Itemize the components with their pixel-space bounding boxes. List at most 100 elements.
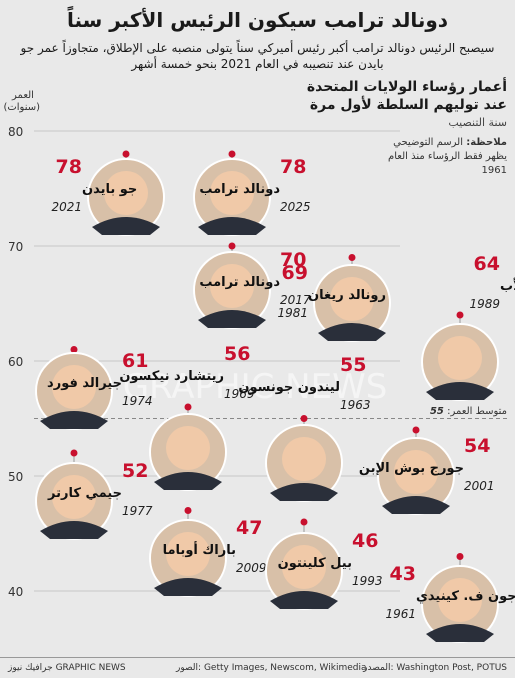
chart-subtitle: سيصبح الرئيس دونالد ترامب أكبر رئيس أمير…: [20, 41, 495, 71]
age-dot-8: [412, 426, 420, 434]
year-label-12: 1961: [385, 607, 416, 621]
age-label-12: 43: [390, 563, 416, 585]
portrait-suit-1: [92, 217, 160, 235]
age-dot-2: [228, 242, 236, 250]
age-label-5: 61: [122, 350, 148, 372]
year-label-10: 2009: [236, 561, 267, 575]
age-dot-10: [184, 507, 192, 514]
year-label-7: 1963: [340, 398, 371, 412]
portrait-face-12: [438, 578, 482, 622]
year-label-8: 2001: [464, 479, 495, 493]
year-label-0: 2025: [280, 200, 311, 214]
age-label-2: 70: [280, 249, 306, 271]
portrait-face-0: [210, 171, 254, 215]
age-dot-12: [456, 553, 464, 560]
portrait-suit-10: [154, 578, 222, 596]
portrait-suit-6: [154, 472, 222, 490]
president-4: 64جورج بوش الأب1989: [421, 253, 515, 401]
y-tick-70: 70: [8, 240, 23, 254]
footer-credit: جرافيك نيوز GRAPHIC NEWS: [8, 663, 126, 673]
age-label-10: 47: [236, 517, 262, 539]
portrait-face-10: [166, 532, 210, 576]
name-label-5: جيرالد فورد: [47, 376, 122, 391]
name-label-6: ريتشارد نيكسون: [119, 369, 224, 384]
name-label-1: جو بايدن: [82, 182, 137, 197]
year-label-6: 1969: [224, 387, 255, 401]
average-label-text: متوسط العمر:: [447, 406, 507, 417]
name-label-2: دونالد ترامب: [199, 275, 280, 290]
portrait-face-11: [282, 545, 326, 589]
y-tick-50: 50: [8, 470, 23, 484]
age-dot-6: [184, 403, 192, 411]
portrait-face-5: [52, 365, 96, 409]
portrait-suit-11: [270, 591, 338, 609]
portrait-face-1: [104, 171, 148, 215]
name-label-11: بيل كلينتون: [278, 556, 352, 571]
chart-title: دونالد ترامب سيكون الرئيس الأكبر سناً: [66, 8, 449, 32]
year-label-3: 1981: [277, 306, 308, 320]
age-dot-7: [300, 415, 308, 422]
year-label-11: 1993: [352, 574, 383, 588]
portrait-face-8: [394, 450, 438, 494]
age-label-9: 52: [122, 460, 148, 482]
note-label: ملاحظة:: [466, 137, 507, 148]
y-ticks: 80 70 60 50 40: [8, 125, 23, 599]
year-legend: سنة التنصيب: [448, 116, 507, 129]
portrait-face-7: [282, 437, 326, 481]
age-dot-11: [300, 518, 308, 526]
name-label-3: رونالد ريغان: [308, 288, 386, 303]
watermark: GRAPHIC NEWS: [123, 367, 388, 407]
name-label-12: جون ف. كينيدي: [416, 589, 515, 604]
name-label-7: ليندون جونسون: [238, 380, 340, 395]
age-label-6: 56: [224, 343, 250, 365]
age-dot-5: [70, 346, 78, 353]
average-value: 55: [429, 406, 444, 417]
heading-line-1: أعمار رؤساء الولايات المتحدة: [306, 79, 507, 95]
name-label-10: باراك أوباما: [163, 541, 236, 558]
age-label-8: 54: [464, 435, 490, 457]
name-label-9: جيمي كارتر: [47, 486, 122, 501]
age-label-3: 69: [282, 262, 308, 284]
portrait-suit-0: [198, 217, 266, 235]
portrait-face-6: [166, 426, 210, 470]
portrait-face-4: [438, 336, 482, 380]
age-label-0: 78: [280, 156, 306, 178]
year-label-9: 1977: [122, 504, 153, 518]
portrait-suit-5: [40, 411, 108, 429]
heading-line-2: عند توليهم السلطة لأول مرة: [309, 97, 507, 113]
age-label-4: 64: [474, 253, 500, 275]
average-label: متوسط العمر: 55: [430, 406, 507, 417]
chart-heading: أعمار رؤساء الولايات المتحدة عند توليهم …: [307, 78, 507, 114]
portrait-face-3: [330, 277, 374, 321]
age-dot-9: [70, 449, 78, 457]
name-label-4: جورج بوش الأب: [500, 277, 515, 294]
portrait-suit-2: [198, 310, 266, 328]
y-tick-80: 80: [8, 125, 23, 139]
footer-source: المصدر: Washington Post, POTUS: [363, 663, 507, 673]
age-label-11: 46: [352, 530, 378, 552]
age-label-7: 55: [340, 354, 366, 376]
portrait-face-9: [52, 475, 96, 519]
age-dot-3: [348, 254, 356, 261]
age-dot-4: [456, 311, 464, 319]
portrait-suit-7: [270, 483, 338, 501]
chart-note: ملاحظة: الرسم التوضيحي يظهر فقط الرؤساء …: [387, 136, 507, 178]
y-tick-60: 60: [8, 355, 23, 369]
age-dot-1: [122, 150, 130, 158]
year-label-4: 1989: [469, 297, 500, 311]
y-tick-40: 40: [8, 585, 23, 599]
name-label-0: دونالد ترامب: [199, 182, 280, 197]
